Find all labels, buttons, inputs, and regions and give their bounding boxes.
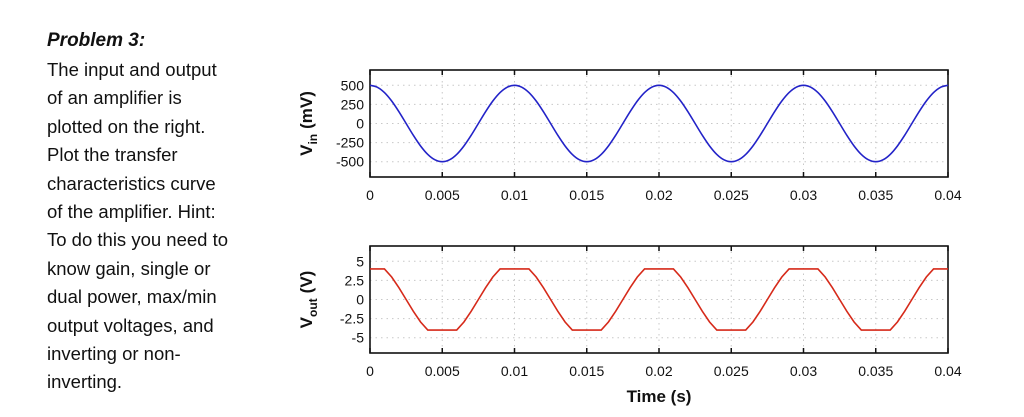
y-tick-label: -5 [352, 330, 365, 346]
problem-line: of an amplifier is [47, 87, 182, 109]
vout-chart: 0 0.005 0.01 0.015 0.02 0.025 0.03 0.035 0.04 5 2.… [297, 245, 962, 406]
problem-line: The input and output [47, 59, 217, 80]
x-tick-label: 0.005 [425, 187, 460, 203]
y-label-sub: in [306, 134, 320, 145]
y-tick-label: 2.5 [345, 272, 365, 288]
x-tick-label: 0.03 [790, 187, 817, 203]
problem-line: characteristics curve [47, 172, 216, 194]
y-tick-label: 0 [356, 116, 364, 132]
x-tick-label: 0.01 [501, 363, 528, 379]
y-tick-label: 500 [341, 77, 365, 93]
y-axis-label: Vout (V) [297, 271, 320, 329]
x-tick-label: 0.02 [645, 187, 672, 203]
y-tick-label: 250 [341, 96, 365, 112]
vin-series-line [369, 84, 949, 163]
y-label-main: V [297, 144, 316, 156]
x-tick-label: 0.04 [934, 187, 961, 203]
x-tick-label: 0.03 [790, 363, 817, 379]
x-tick-label: 0.035 [858, 363, 893, 379]
problem-line: inverting. [47, 371, 123, 393]
y-tick-label: 5 [356, 253, 364, 269]
y-label-sub: out [306, 298, 320, 317]
x-tick-label: 0.04 [934, 363, 961, 379]
x-tick-label: 0.015 [569, 187, 604, 203]
x-tick-label: 0.01 [501, 187, 528, 203]
y-tick-label: -500 [336, 154, 364, 170]
problem-line: plotted on the right. [47, 115, 206, 137]
plot-frame [369, 245, 949, 354]
y-axis-label: Vin (mV) [297, 91, 320, 156]
vin-chart: 0 0.005 0.01 0.015 0.02 0.025 0.03 0.035 0.04 500… [297, 69, 962, 203]
x-axis-label: Time (s) [627, 387, 692, 406]
y-label-unit: (V) [297, 271, 316, 294]
y-label-unit: (mV) [297, 91, 316, 129]
x-tick-label: 0 [366, 363, 374, 379]
y-label-main: V [297, 316, 316, 328]
plot-frame [369, 69, 949, 178]
x-tick-label: 0.02 [645, 363, 672, 379]
x-tick-label: 0.005 [425, 363, 460, 379]
problem-line: To do this you need to [47, 229, 229, 251]
problem-title: Problem 3: [47, 30, 146, 51]
problem-text: The input and output of an amplifier is … [47, 56, 277, 397]
problem-line: of the amplifier. Hint: [47, 201, 216, 223]
problem-line: know gain, single or [47, 257, 211, 279]
x-tick-label: 0.015 [569, 363, 604, 379]
y-tick-label: -2.5 [340, 311, 364, 327]
x-tick-label: 0.025 [714, 187, 749, 203]
problem-line: dual power, max/min [47, 286, 217, 308]
x-tick-label: 0 [366, 187, 374, 203]
problem-line: inverting or non- [47, 343, 181, 365]
problem-statement: Problem 3: The input and output of an am… [47, 30, 277, 397]
x-tick-label: 0.025 [714, 363, 749, 379]
vout-series-line [370, 268, 948, 331]
y-tick-label: -250 [336, 135, 364, 151]
problem-line: output voltages, and [47, 314, 214, 336]
x-tick-label: 0.035 [858, 187, 893, 203]
y-tick-label: 0 [356, 292, 364, 308]
problem-line: Plot the transfer [47, 144, 178, 166]
